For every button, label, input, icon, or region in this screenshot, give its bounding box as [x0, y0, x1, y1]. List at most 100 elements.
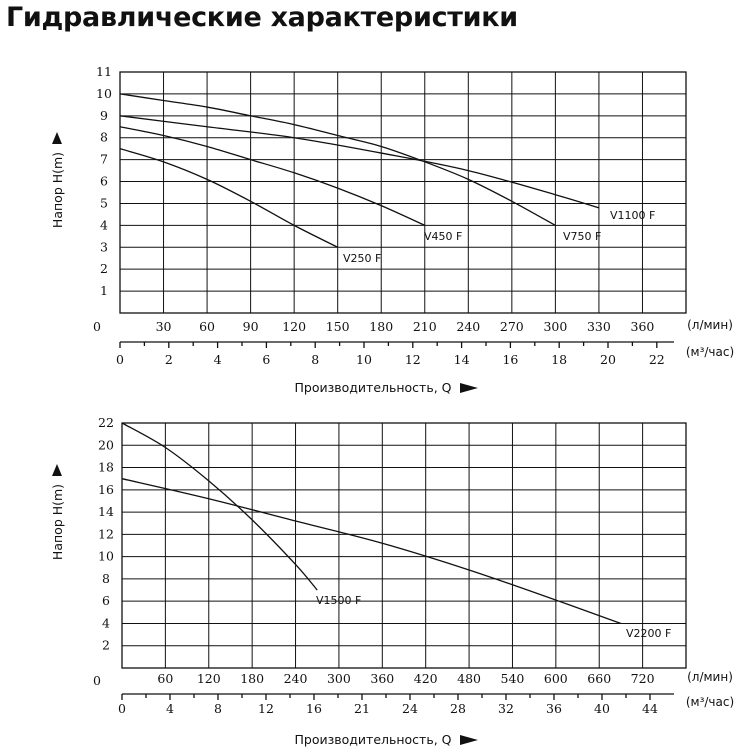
y-tick-label: 10	[96, 86, 112, 101]
x2-tick-label: 0	[116, 352, 124, 367]
curve-v1500-f	[121, 422, 318, 591]
y-tick-label: 11	[96, 64, 112, 79]
curve-v450-f	[119, 126, 426, 226]
x2-tick-label: 40	[594, 701, 610, 716]
x-tick-label: 300	[327, 671, 351, 686]
x-tick-label: 120	[197, 671, 221, 686]
x-tick-label: 60	[199, 319, 215, 334]
x-tick-label: 660	[587, 671, 611, 686]
x-tick-label: 180	[240, 671, 264, 686]
y-tick-label: 6	[100, 174, 108, 189]
x2-tick-label: 16	[502, 352, 518, 367]
x-axis-label: Производительность, Q	[295, 380, 452, 395]
y-tick-label: 14	[98, 504, 114, 519]
x2-tick-label: 14	[454, 352, 470, 367]
x2-tick-label: 22	[649, 352, 665, 367]
x-tick-label: 120	[282, 319, 306, 334]
curve-v1100-f	[119, 115, 600, 209]
x-tick-label: 540	[501, 671, 525, 686]
curve-label: V250 F	[343, 252, 381, 265]
x-tick-label: 150	[326, 319, 350, 334]
x-tick-label: 330	[587, 319, 611, 334]
x2-tick-label: 24	[402, 701, 418, 716]
grid	[120, 72, 686, 313]
y-axis-label-group: Напор H(m)	[50, 132, 65, 228]
plot-frame	[119, 71, 687, 314]
y-tick-label: 16	[98, 482, 114, 497]
x-tick-label: 90	[243, 319, 259, 334]
curve-label: V450 F	[424, 230, 462, 243]
x-axis-arrow-icon	[460, 735, 478, 745]
x-tick-label: 300	[543, 319, 567, 334]
y-tick-label: 18	[98, 460, 114, 475]
page-title: Гидравлические характеристики	[6, 2, 518, 33]
y-tick-label: 5	[100, 195, 108, 210]
x-tick-label: 600	[544, 671, 568, 686]
curve-label: V1100 F	[610, 209, 655, 222]
y-axis-label: Напор H(m)	[50, 484, 65, 560]
x2-tick-label: 10	[356, 352, 372, 367]
x2-tick-label: 4	[166, 701, 174, 716]
y-axis-label: Напор H(m)	[50, 152, 65, 228]
x2-tick-label: 20	[600, 352, 616, 367]
x-tick-label: 480	[457, 671, 481, 686]
x2-tick-label: 36	[546, 701, 562, 716]
y-tick-label: 3	[100, 239, 108, 254]
grid	[122, 423, 686, 668]
x-tick-label: 30	[156, 319, 172, 334]
x2-tick-label: 28	[450, 701, 466, 716]
x2-tick-label: 44	[642, 701, 658, 716]
y-axis-label-group: Напор H(m)	[50, 464, 65, 560]
x2-tick-label: 12	[258, 701, 274, 716]
x-tick-label: 210	[413, 319, 437, 334]
x2-tick-label: 2	[165, 352, 173, 367]
x-axis-arrow-icon	[460, 383, 478, 393]
x-tick-label: 720	[631, 671, 655, 686]
x-axis-label: Производительность, Q	[295, 732, 452, 747]
x2-tick-label: 16	[306, 701, 322, 716]
y-origin-label: 0	[93, 673, 101, 688]
x-tick-label: 180	[369, 319, 393, 334]
y-tick-label: 20	[98, 437, 114, 452]
curve-v250-f	[119, 148, 338, 248]
x2-unit-label: (м³/час)	[686, 345, 734, 359]
x-tick-label: 240	[456, 319, 480, 334]
y-origin-label: 0	[93, 319, 101, 334]
y-tick-label: 4	[102, 615, 110, 630]
x-tick-label: 420	[414, 671, 438, 686]
curve-label: V750 F	[563, 230, 601, 243]
y-tick-label: 2	[102, 638, 110, 653]
x-unit-label: (л/мин)	[687, 318, 733, 332]
x2-tick-label: 12	[405, 352, 421, 367]
x-tick-label: 360	[631, 319, 655, 334]
y-tick-label: 4	[100, 217, 108, 232]
y-tick-label: 12	[98, 526, 114, 541]
x2-tick-label: 4	[214, 352, 222, 367]
y-tick-label: 2	[100, 261, 108, 276]
x2-tick-label: 8	[214, 701, 222, 716]
x-unit-label: (л/мин)	[687, 670, 733, 684]
curve-label: V1500 F	[316, 594, 361, 607]
plot-frame	[121, 422, 687, 669]
y-tick-label: 1	[100, 283, 108, 298]
y-tick-label: 10	[98, 549, 114, 564]
x2-tick-label: 6	[262, 352, 270, 367]
curve-label: V2200 F	[626, 627, 671, 640]
y-tick-label: 7	[100, 152, 108, 167]
x2-tick-label: 32	[498, 701, 514, 716]
y-tick-label: 6	[102, 593, 110, 608]
x2-tick-label: 18	[551, 352, 567, 367]
x2-tick-label: 8	[311, 352, 319, 367]
x2-tick-label: 0	[118, 701, 126, 716]
x2-unit-label: (м³/час)	[686, 695, 734, 709]
x-tick-label: 60	[157, 671, 173, 686]
y-tick-label: 22	[98, 415, 114, 430]
y-axis-arrow-icon	[52, 132, 62, 144]
x-tick-label: 360	[370, 671, 394, 686]
curve-v750-f	[119, 93, 556, 226]
y-tick-label: 8	[102, 571, 110, 586]
curve-v2200-f	[121, 478, 622, 625]
